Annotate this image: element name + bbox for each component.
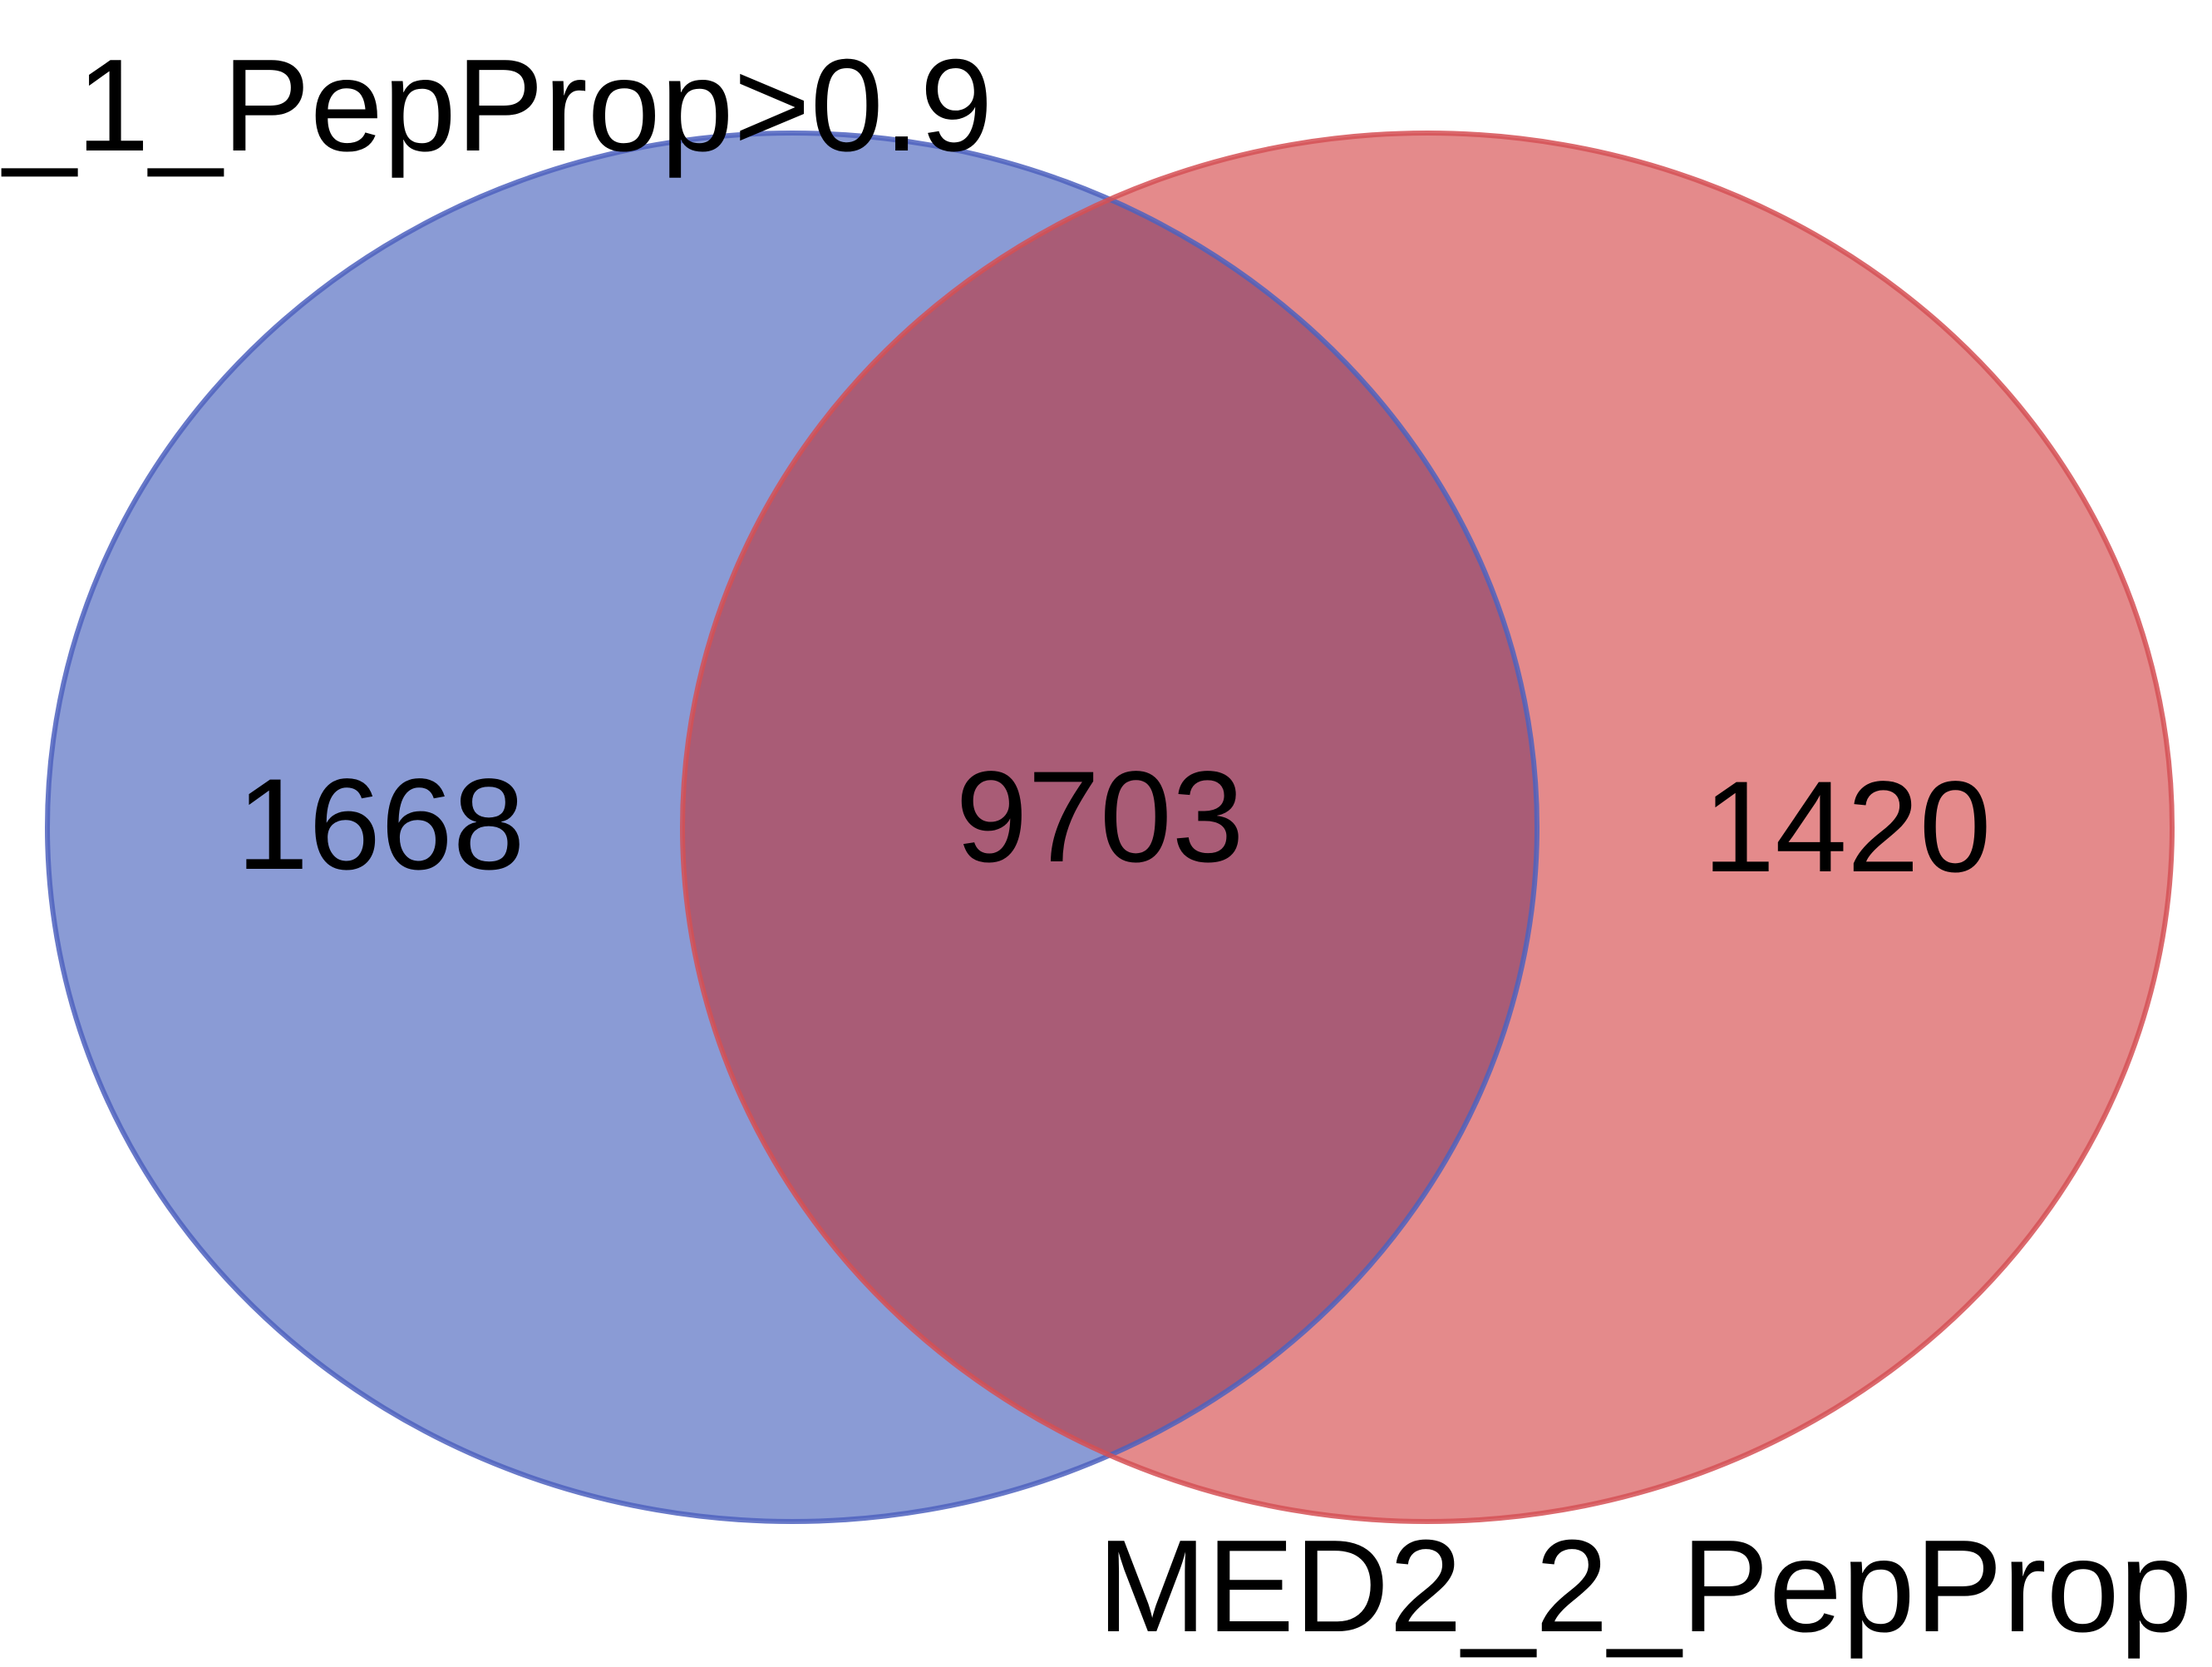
set-left-outline: [45, 131, 1540, 1524]
left-only-count: 1668: [236, 752, 525, 897]
right-only-count: 1420: [1702, 755, 1991, 900]
set-right-outline: [680, 131, 2175, 1524]
intersection-region: [682, 133, 1537, 1522]
set-right-label: MED2_2_PepProp: [1097, 1513, 2192, 1660]
set-left-label: _1_PepProp>0.9: [1, 32, 993, 179]
intersection-count: 9703: [955, 745, 1244, 890]
